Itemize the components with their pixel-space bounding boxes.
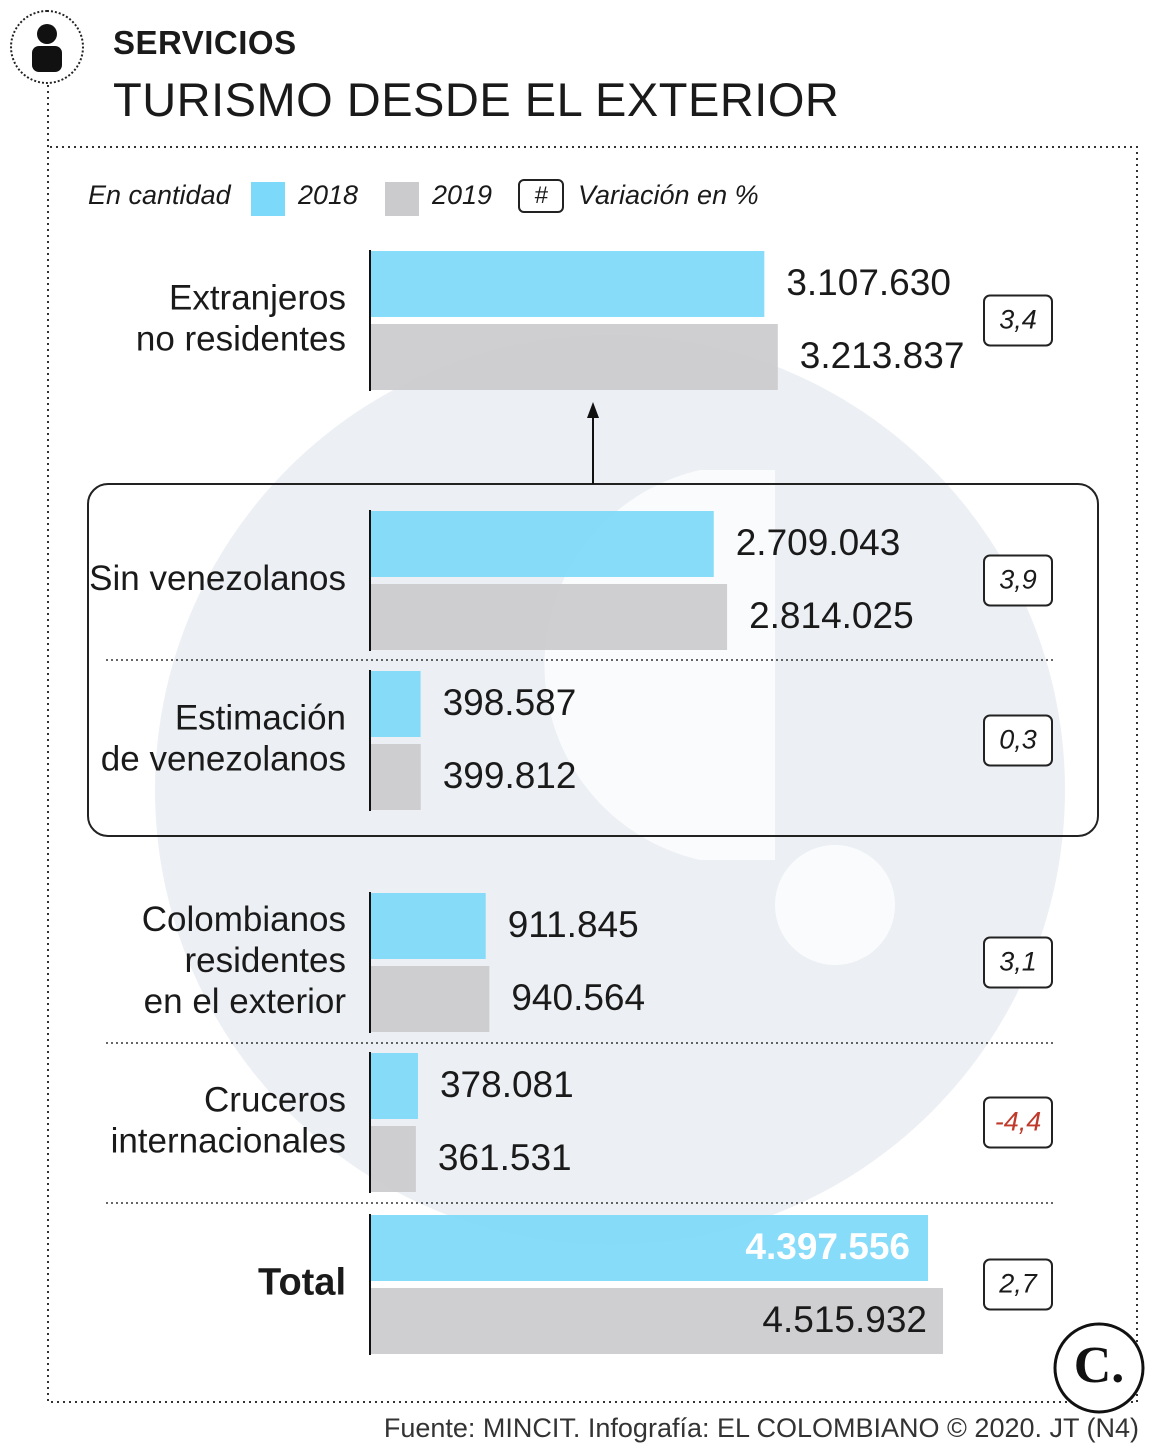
value-label-2018: 398.587 — [443, 682, 577, 723]
section-kicker: SERVICIOS — [113, 24, 297, 61]
bar-row: 4.397.556 4.515.932 Total 2,7 — [258, 1214, 1053, 1355]
variation-box — [983, 554, 1053, 607]
bar-2019 — [370, 584, 728, 650]
bar-2018 — [370, 893, 486, 959]
bar-2019 — [370, 324, 778, 390]
value-label-2019: 399.812 — [443, 755, 577, 796]
value-label-2018: 4.397.556 — [745, 1226, 910, 1267]
bar-2018 — [370, 671, 421, 737]
category-label: Cruceros — [204, 1080, 346, 1119]
header-badge — [10, 10, 84, 84]
value-label-2018: 2.709.043 — [736, 522, 901, 563]
category-label: Colombianos — [142, 900, 346, 939]
category-label: Extranjeros — [169, 278, 346, 317]
dotted-frame — [47, 85, 1138, 1403]
legend-variation-box: # — [518, 179, 564, 213]
variation-box — [983, 714, 1053, 767]
person-icon — [32, 24, 62, 72]
variation-value: 3,4 — [999, 305, 1037, 335]
bar-2019 — [370, 744, 421, 810]
category-label: en el exterior — [144, 982, 347, 1021]
bar-2018 — [370, 251, 765, 317]
legend-swatch-2018 — [251, 182, 285, 216]
variation-value: 3,1 — [999, 947, 1037, 977]
variation-box — [983, 294, 1053, 347]
legend-swatch-2019 — [385, 182, 419, 216]
bar-2018 — [370, 511, 714, 577]
value-label-2018: 3.107.630 — [786, 262, 951, 303]
value-label-2018: 911.845 — [508, 904, 639, 945]
legend-unit: En cantidad — [88, 180, 231, 210]
value-label-2019: 4.515.932 — [762, 1299, 927, 1340]
variation-box — [983, 936, 1053, 989]
arrow-head — [587, 402, 599, 418]
brand-logo: C. — [1053, 1322, 1145, 1414]
category-label: Sin venezolanos — [89, 559, 346, 598]
source-credit: Fuente: MINCIT. Infografía: EL COLOMBIAN… — [383, 1413, 1139, 1443]
value-label-2019: 3.213.837 — [800, 335, 965, 376]
category-label: Estimación — [175, 698, 346, 737]
legend-label-2018: 2018 — [298, 180, 359, 210]
value-label-2018: 378.081 — [440, 1064, 574, 1105]
variation-box — [983, 1258, 1053, 1311]
bar-2019 — [370, 966, 490, 1032]
category-label: internacionales — [111, 1121, 346, 1160]
bar-2018 — [370, 1053, 418, 1119]
category-label: de venezolanos — [101, 739, 346, 778]
watermark-dot — [775, 845, 895, 965]
legend-variation-label: Variación en % — [578, 180, 759, 210]
value-label-2019: 2.814.025 — [749, 595, 914, 636]
bar-2018 — [370, 1215, 928, 1281]
variation-value: 2,7 — [998, 1269, 1038, 1299]
bar-2019 — [370, 1126, 416, 1192]
page-title: TURISMO DESDE EL EXTERIOR — [113, 73, 840, 126]
bar-2019 — [370, 1288, 944, 1354]
brand-logo-letter: C. — [1074, 1337, 1125, 1394]
variation-value: 0,3 — [999, 725, 1037, 755]
value-label-2019: 361.531 — [438, 1137, 572, 1178]
value-label-2019: 940.564 — [511, 977, 645, 1018]
legend-label-2019: 2019 — [432, 180, 493, 210]
bar-row: 2.709.043 2.814.025 Sin venezolanos 3,9 — [89, 510, 1053, 651]
brand-logo-circle — [1053, 1322, 1145, 1414]
category-label: no residentes — [136, 319, 346, 358]
category-label: residentes — [185, 941, 346, 980]
variation-box — [983, 1096, 1053, 1149]
variation-value: 3,9 — [999, 565, 1037, 595]
variation-value: -4,4 — [995, 1107, 1042, 1137]
category-label: Total — [258, 1262, 346, 1304]
